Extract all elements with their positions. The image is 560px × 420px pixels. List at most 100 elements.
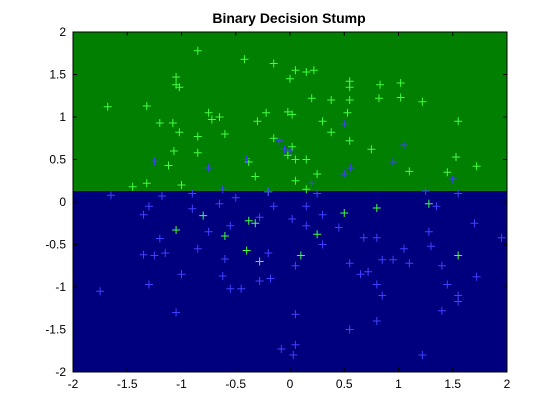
data-point xyxy=(454,297,463,306)
data-point xyxy=(302,202,311,211)
data-point xyxy=(220,130,229,138)
x-tick-label: 1.5 xyxy=(444,377,461,391)
data-point xyxy=(264,187,273,196)
data-point xyxy=(207,115,216,124)
y-tick-label: -1 xyxy=(55,280,66,294)
data-point xyxy=(215,199,224,208)
data-point xyxy=(454,189,463,198)
data-point xyxy=(378,291,387,300)
data-point xyxy=(291,176,300,185)
data-point xyxy=(288,142,297,151)
data-point xyxy=(168,118,177,127)
data-point xyxy=(418,351,427,359)
x-tick-label: -2 xyxy=(68,377,79,391)
data-point xyxy=(291,310,300,319)
data-point xyxy=(218,185,227,194)
data-point xyxy=(302,67,311,76)
data-point xyxy=(345,83,354,92)
data-point xyxy=(220,232,229,240)
y-tick-label: 1 xyxy=(59,110,66,124)
y-tick-label: -0.5 xyxy=(45,238,66,252)
data-point xyxy=(472,162,481,171)
point-layer xyxy=(96,46,506,359)
data-point xyxy=(291,66,300,75)
data-point xyxy=(269,134,278,143)
data-point xyxy=(172,73,181,82)
data-point xyxy=(372,203,381,212)
data-point xyxy=(204,227,213,236)
y-tick-label: 1.5 xyxy=(49,68,66,82)
data-point xyxy=(142,179,151,188)
data-point xyxy=(389,255,398,264)
data-point xyxy=(240,55,249,64)
data-point xyxy=(150,251,159,260)
data-point xyxy=(472,272,481,281)
data-point xyxy=(215,113,224,121)
data-point xyxy=(286,147,294,155)
data-point xyxy=(231,193,240,202)
data-point xyxy=(283,107,292,116)
data-point xyxy=(193,46,202,55)
data-point xyxy=(340,119,349,128)
data-point xyxy=(255,213,264,222)
data-point xyxy=(372,317,381,325)
data-point xyxy=(155,118,164,127)
data-point xyxy=(405,167,414,176)
data-point xyxy=(340,209,349,218)
y-tick-label: -1.5 xyxy=(45,323,66,337)
data-point xyxy=(418,97,427,106)
data-point xyxy=(343,108,352,117)
data-point xyxy=(226,221,235,230)
data-point xyxy=(155,234,164,243)
data-point xyxy=(367,145,376,154)
data-point xyxy=(237,284,246,293)
data-point xyxy=(169,147,178,155)
data-point xyxy=(302,155,311,164)
data-point xyxy=(161,249,170,257)
x-tick-label: 0 xyxy=(287,377,294,391)
data-point xyxy=(251,172,260,181)
data-point xyxy=(291,155,300,164)
data-point xyxy=(399,141,408,150)
chart-title: Binary Decision Stump xyxy=(212,10,365,26)
data-point xyxy=(164,161,173,170)
data-point xyxy=(307,94,316,103)
data-point xyxy=(96,287,105,296)
data-point xyxy=(188,204,197,213)
data-point xyxy=(255,277,264,286)
region-lower xyxy=(73,190,507,372)
data-point xyxy=(437,261,446,270)
data-point xyxy=(313,169,322,178)
data-point xyxy=(269,59,278,68)
data-point xyxy=(266,274,275,283)
data-point xyxy=(288,110,297,119)
data-point xyxy=(244,216,253,225)
y-tick-label: 0 xyxy=(59,195,66,209)
data-point xyxy=(448,175,457,184)
data-point xyxy=(193,244,202,253)
data-point xyxy=(242,155,251,164)
data-point xyxy=(157,192,166,201)
data-point xyxy=(372,233,381,242)
data-point xyxy=(220,254,229,263)
data-point xyxy=(144,280,153,289)
data-point xyxy=(432,202,441,211)
data-point xyxy=(103,102,112,111)
data-point xyxy=(327,128,336,137)
data-point xyxy=(177,270,186,279)
data-point xyxy=(218,271,227,280)
data-point xyxy=(437,306,446,315)
data-point xyxy=(345,136,354,145)
x-tick-label: 1 xyxy=(395,377,402,391)
data-point xyxy=(307,179,316,188)
data-point xyxy=(318,210,327,219)
y-tick-label: 0.5 xyxy=(49,153,66,167)
data-point xyxy=(226,284,235,293)
data-point xyxy=(283,151,292,160)
data-point xyxy=(139,250,148,259)
data-point xyxy=(396,79,405,87)
data-point xyxy=(327,96,336,104)
data-point xyxy=(242,246,251,255)
y-tick-label: -2 xyxy=(55,365,66,379)
